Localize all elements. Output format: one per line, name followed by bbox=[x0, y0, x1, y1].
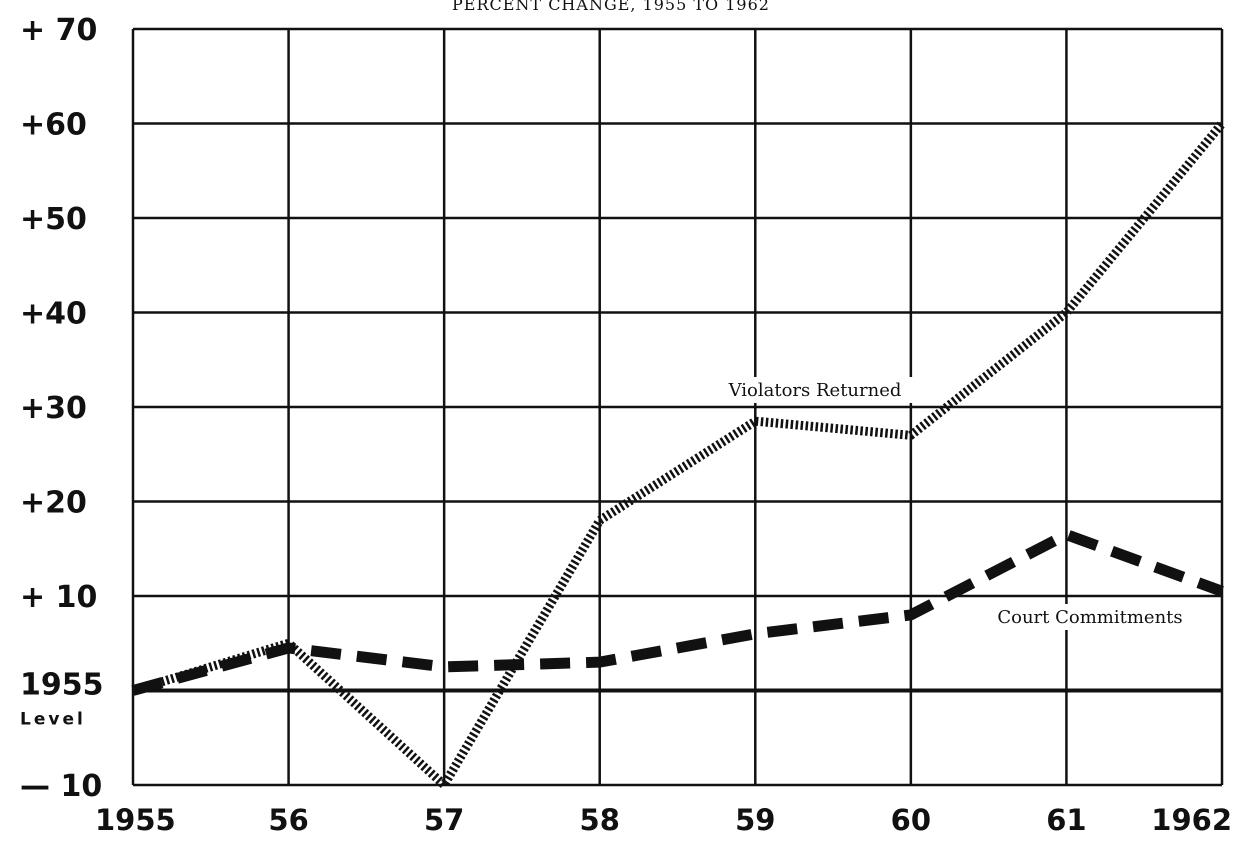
series-lines bbox=[133, 123, 1222, 785]
baseline-label-level: Level bbox=[20, 710, 86, 730]
y-tick-label: +20 bbox=[20, 486, 87, 521]
y-tick-label: — 10 bbox=[20, 769, 102, 804]
series-label: Court Commitments bbox=[997, 607, 1182, 628]
y-tick-label: +30 bbox=[20, 391, 87, 426]
y-tick-label: +50 bbox=[20, 202, 87, 237]
y-tick-label: +60 bbox=[20, 108, 87, 143]
series-label: Violators Returned bbox=[728, 380, 902, 401]
baseline-label: 1955 bbox=[20, 668, 104, 703]
x-tick-label: 61 bbox=[1046, 803, 1086, 837]
x-tick-label: 57 bbox=[424, 803, 464, 837]
y-tick-label: + 10 bbox=[20, 580, 97, 615]
x-tick-label: 60 bbox=[891, 803, 931, 837]
labels: PERCENT CHANGE, 1955 TO 1962 + 70 +60 +50 +… bbox=[20, 0, 1232, 837]
y-tick-label: + 70 bbox=[20, 13, 97, 48]
x-tick-label: 1962 bbox=[1151, 803, 1232, 837]
grid-lines bbox=[133, 29, 1222, 785]
x-tick-label: 56 bbox=[268, 803, 308, 837]
x-tick-label: 1955 bbox=[95, 803, 176, 837]
x-tick-label: 58 bbox=[580, 803, 620, 837]
x-tick-label: 59 bbox=[735, 803, 775, 837]
y-tick-label: +40 bbox=[20, 297, 87, 332]
series-line bbox=[133, 124, 1222, 786]
chart-title: PERCENT CHANGE, 1955 TO 1962 bbox=[452, 0, 770, 14]
